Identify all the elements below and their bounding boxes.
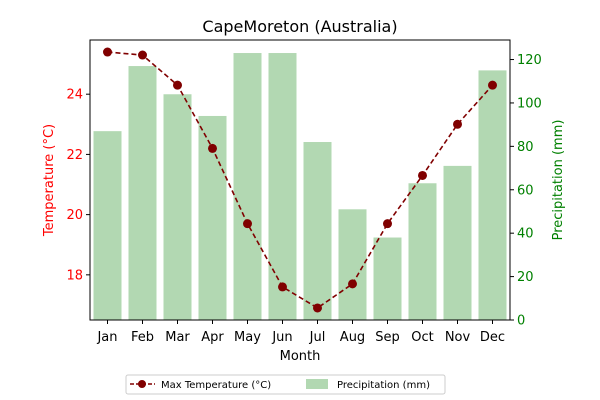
legend: Max Temperature (°C) Precipitation (mm) [125, 374, 446, 395]
temperature-point [278, 282, 287, 292]
x-tick-label: Jan [96, 330, 117, 345]
legend-dot-marker [138, 380, 146, 388]
x-axis-label: Month [280, 349, 321, 364]
precipitation-bar [303, 142, 332, 320]
chart-title: CapeMoreton (Australia) [202, 17, 397, 36]
y-right-tick-label: 40 [517, 227, 534, 242]
y-right-tick-label: 120 [517, 53, 542, 68]
temperature-point [173, 80, 182, 90]
temperature-point [453, 119, 462, 129]
precipitation-bar [373, 237, 402, 320]
y-right-tick-label: 80 [517, 140, 534, 155]
precipitation-bar [408, 183, 437, 320]
y-axis-right-label: Precipitation (mm) [551, 120, 566, 241]
y-right-tick-label: 60 [517, 183, 534, 198]
precipitation-bar [93, 131, 122, 320]
temperature-point [243, 219, 252, 229]
x-tick-label: Feb [131, 330, 154, 345]
x-tick-label: Aug [340, 330, 365, 345]
x-tick-label: May [234, 330, 261, 345]
precipitation-bar [128, 66, 157, 320]
temperature-point [103, 47, 112, 57]
precipitation-bar [443, 165, 472, 320]
temperature-point [383, 219, 392, 229]
plot-frame [89, 39, 511, 321]
legend-label-precipitation: Precipitation (mm) [337, 380, 430, 391]
y-right-tick-label: 20 [517, 270, 534, 285]
temperature-point [138, 50, 147, 60]
precipitation-bar [233, 53, 262, 320]
y-right-tick-label: 100 [517, 96, 542, 111]
y-left-tick-label: 24 [66, 88, 83, 103]
temperature-point [348, 279, 357, 289]
legend-label-temperature: Max Temperature (°C) [161, 380, 271, 391]
x-tick-label: Oct [411, 330, 433, 345]
legend-bar-marker [306, 379, 328, 389]
y-left-tick-label: 20 [66, 208, 83, 223]
y-left-tick-label: 22 [66, 148, 83, 163]
line-layer [103, 47, 497, 313]
bars-layer [93, 53, 507, 320]
temperature-point [208, 143, 217, 153]
x-tick-label: Jul [309, 330, 326, 345]
x-tick-label: Dec [480, 330, 505, 345]
x-tick-label: Jun [271, 330, 292, 345]
precipitation-bar [478, 70, 507, 320]
temperature-point [418, 170, 427, 180]
temperature-line [107, 51, 494, 309]
legend-frame [125, 374, 446, 395]
x-tick-label: Apr [201, 330, 224, 345]
x-tick-label: Sep [375, 330, 400, 345]
precipitation-bar [268, 53, 297, 320]
x-tick-label: Nov [445, 330, 471, 345]
y-left-tick-label: 18 [66, 268, 83, 283]
precipitation-bar [338, 209, 367, 320]
axes-layer: Jan Feb Mar Apr May Jun Jul Aug Sep Oct Nov Dec 18 20… [66, 39, 542, 345]
precipitation-bar [163, 94, 192, 320]
temperature-point [313, 303, 322, 313]
temperature-point [488, 80, 497, 90]
y-right-tick-label: 0 [517, 314, 525, 329]
x-tick-label: Mar [165, 330, 190, 345]
y-axis-left-label: Temperature (°C) [42, 124, 57, 237]
